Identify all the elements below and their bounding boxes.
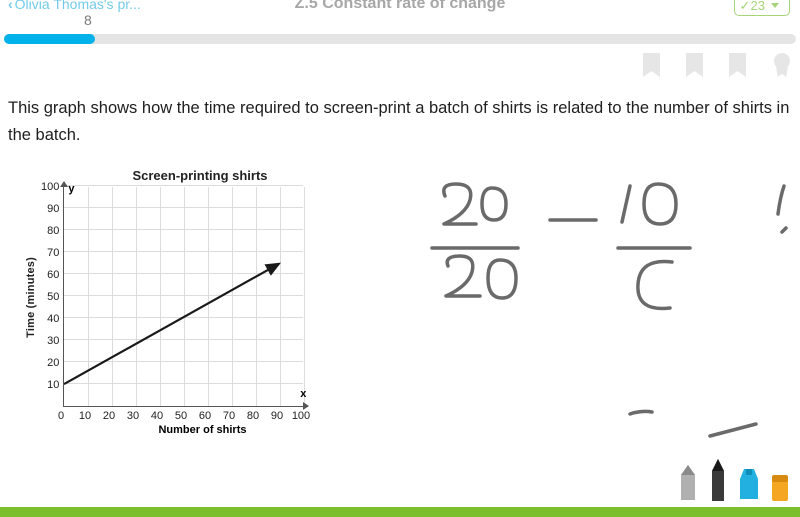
pencil-icon[interactable] [678,465,698,503]
ribbon-icon[interactable] [772,53,792,77]
chart-title: Screen-printing shirts [25,168,345,183]
handwriting-layer [390,178,790,478]
back-label: Olivia Thomas's pr... [15,0,141,12]
chart-plot: y x [63,187,303,407]
eraser-icon[interactable] [770,473,790,503]
chart-yticks: 100908070605040302010 [41,187,63,407]
chart: Screen-printing shirts Time (minutes) 10… [25,168,345,436]
axis-letter-x: x [300,388,306,400]
bookmark-row [643,53,792,77]
bookmark-icon[interactable] [686,53,703,77]
progress-bar [4,34,796,44]
progress-value: 8 [84,12,92,28]
page-title: Z.5 Constant rate of change [295,0,506,13]
score-value: 23 [751,0,765,13]
arrow-up-icon [60,181,68,187]
axis-letter-y: y [68,183,74,195]
score-dropdown[interactable]: 23 [734,0,790,16]
highlighter-icon[interactable] [738,469,760,503]
chart-ylabel: Time (minutes) [25,257,37,338]
pen-icon[interactable] [708,459,728,503]
arrow-right-icon [303,402,309,410]
chart-xticks: 0102030405060708090100 [65,410,305,422]
question-text: This graph shows how the time required t… [8,95,792,149]
bottom-bar [0,507,800,517]
bookmark-icon[interactable] [729,53,746,77]
bookmark-icon[interactable] [643,53,660,77]
progress-fill [4,34,95,44]
drawing-tools [678,459,790,503]
back-link[interactable]: ‹ Olivia Thomas's pr... [8,0,141,12]
chart-xlabel: Number of shirts [25,424,345,436]
chevron-left-icon: ‹ [8,0,13,12]
